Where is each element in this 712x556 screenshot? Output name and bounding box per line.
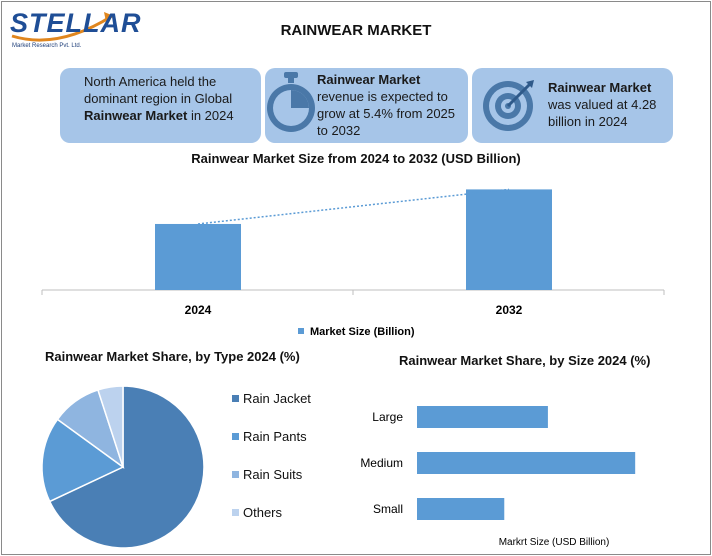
y-tick-label: Medium — [360, 456, 403, 470]
info-box-valuation: Rainwear Market was valued at 4.28 billi… — [472, 68, 673, 143]
info-box-growth: Rainwear Market revenue is expected to g… — [265, 68, 468, 143]
bar-2024 — [155, 223, 241, 290]
legend-swatch — [232, 509, 239, 517]
hbar-small — [417, 498, 505, 520]
pie-slice-rain-jacket — [48, 385, 205, 549]
market-size-chart-title: Rainwear Market Size from 2024 to 2032 (… — [191, 151, 521, 166]
trendline — [197, 188, 510, 225]
logo-swoosh-icon — [11, 12, 114, 42]
size-share-bar-chart: Large Medium Small Markrt Size (USD Billion… — [360, 406, 636, 548]
hbar-large — [417, 406, 548, 428]
pie-legend-item: Others — [232, 505, 282, 520]
x-tick-label: 2032 — [496, 303, 523, 317]
info-box-region: North America held the dominant region i… — [60, 68, 261, 143]
stellar-logo: STELLAR Market Research Pvt. Ltd. — [8, 6, 141, 54]
pie-legend-item: Rain Suits — [232, 467, 302, 482]
logo-word: STELLAR — [10, 8, 142, 38]
target-icon — [483, 80, 534, 131]
hbar-medium — [417, 452, 636, 474]
info-text: North America held the dominant region i… — [84, 74, 234, 123]
info-text: Rainwear Market was valued at 4.28 billi… — [548, 80, 657, 129]
market-size-bar-chart: 2024 2032 Market Size (Billion) — [41, 188, 665, 338]
type-share-pie-chart — [41, 385, 205, 549]
legend-label: Rain Suits — [243, 467, 303, 482]
legend-swatch — [232, 433, 239, 441]
y-tick-label: Large — [372, 410, 403, 424]
x-tick-label: 2024 — [185, 303, 212, 317]
bar-2032 — [466, 189, 552, 290]
legend-swatch — [232, 395, 239, 403]
legend-label: Others — [243, 505, 283, 520]
legend-label: Rain Pants — [243, 429, 307, 444]
pie-slice-rain-pants — [41, 418, 125, 503]
size-share-chart-title: Rainwear Market Share, by Size 2024 (%) — [399, 353, 651, 368]
legend-label: Rain Jacket — [243, 391, 311, 406]
y-tick-label: Small — [373, 502, 403, 516]
pie-slice-others — [97, 385, 124, 468]
legend-swatch — [298, 328, 304, 334]
info-text: Rainwear Market revenue is expected to g… — [317, 72, 456, 138]
logo-subtitle: Market Research Pvt. Ltd. — [12, 43, 82, 49]
x-axis-label: Markrt Size (USD Billion) — [499, 537, 610, 548]
pie-legend-item: Rain Jacket — [232, 391, 311, 406]
pie-legend-item: Rain Pants — [232, 429, 307, 444]
page-title: RAINWEAR MARKET — [280, 22, 432, 39]
stopwatch-icon — [267, 72, 315, 132]
legend-swatch — [232, 471, 239, 479]
type-share-chart-title: Rainwear Market Share, by Type 2024 (%) — [45, 349, 300, 364]
legend-label: Market Size (Billion) — [310, 326, 415, 338]
